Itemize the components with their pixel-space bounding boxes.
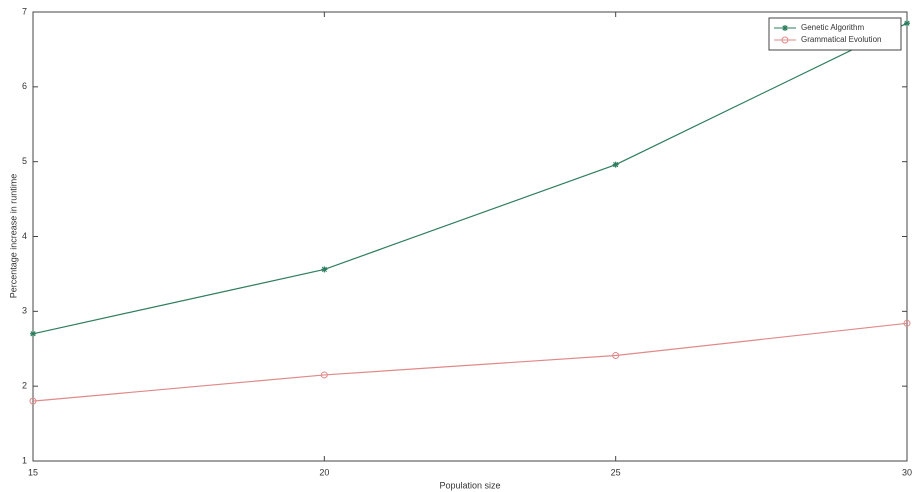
x-tick-label: 30: [902, 467, 912, 477]
y-tick-label: 7: [22, 6, 27, 16]
chart: Population size Percentage increase in r…: [0, 0, 913, 492]
x-tick-label: 15: [28, 467, 38, 477]
x-axis-label: Population size: [439, 480, 500, 490]
plot-area: [33, 12, 907, 461]
legend-label: Grammatical Evolution: [801, 35, 881, 44]
data-point: [30, 331, 36, 337]
data-point: [321, 266, 327, 272]
y-tick-label: 4: [22, 231, 27, 241]
data-point: [613, 162, 619, 168]
legend-label: Genetic Algorithm: [801, 23, 864, 32]
y-tick-label: 5: [22, 156, 27, 166]
page: Population size Percentage increase in r…: [0, 0, 913, 492]
x-tick-label: 25: [611, 467, 621, 477]
data-point: [782, 25, 788, 31]
x-tick-label: 20: [319, 467, 329, 477]
y-tick-label: 1: [22, 455, 27, 465]
y-tick-label: 3: [22, 306, 27, 316]
y-tick-label: 2: [22, 381, 27, 391]
y-axis-label: Percentage increase in runtime: [8, 174, 18, 299]
data-point: [904, 20, 910, 26]
y-tick-label: 6: [22, 81, 27, 91]
